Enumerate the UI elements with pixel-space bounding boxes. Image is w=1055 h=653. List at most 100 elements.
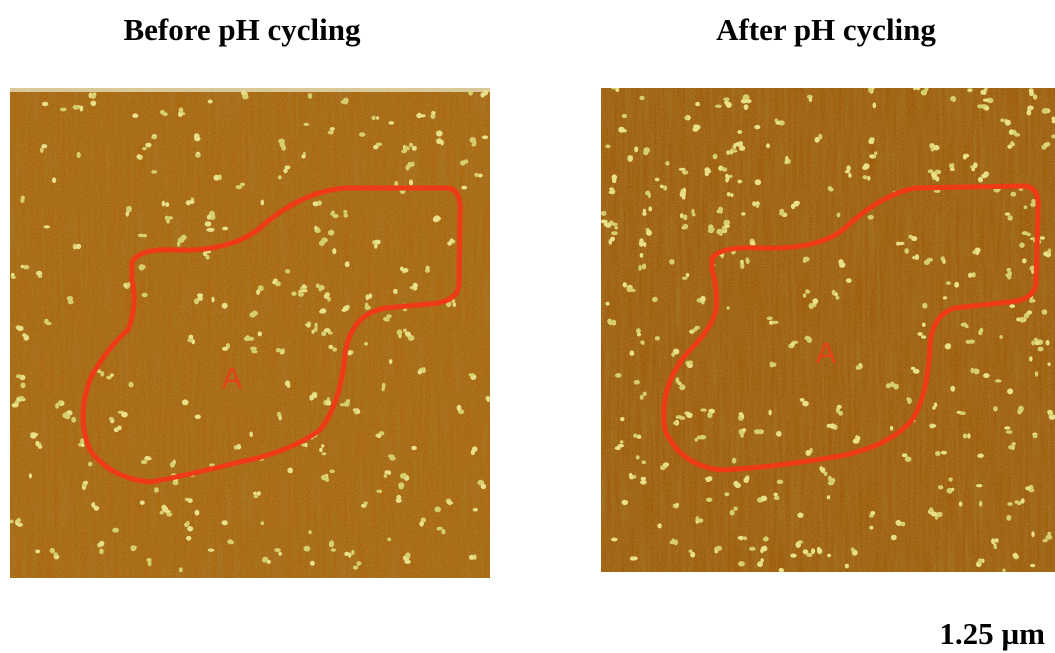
speck <box>848 173 852 178</box>
speck <box>886 383 891 388</box>
speck <box>963 434 967 439</box>
panel-title: After pH cycling <box>716 12 936 47</box>
speck <box>186 536 191 541</box>
scale-label: 1.25 µm <box>939 616 1045 651</box>
speck <box>896 242 900 246</box>
speck <box>869 137 874 141</box>
speck <box>828 186 833 191</box>
speck <box>978 177 983 183</box>
speck <box>724 492 729 496</box>
speck <box>405 332 411 337</box>
speck <box>976 249 980 255</box>
speck <box>971 167 975 171</box>
speck <box>1031 199 1036 203</box>
speck <box>132 113 138 118</box>
speck <box>142 293 148 298</box>
speck <box>857 365 861 370</box>
speck <box>154 487 159 492</box>
speck <box>642 212 646 216</box>
speck <box>965 325 969 329</box>
speck <box>716 546 722 551</box>
speck <box>679 384 685 390</box>
speck <box>999 335 1003 338</box>
speck <box>404 146 410 150</box>
speck <box>611 538 618 542</box>
speck <box>144 456 151 461</box>
speck <box>152 136 157 139</box>
speck <box>448 501 451 506</box>
speck <box>795 542 801 548</box>
speck <box>252 311 258 316</box>
speck <box>52 177 56 183</box>
speck <box>1019 242 1024 248</box>
speck <box>236 185 243 189</box>
speck <box>436 217 441 221</box>
speck <box>441 529 445 535</box>
speck <box>742 428 746 431</box>
speck <box>126 206 132 212</box>
speck <box>611 86 617 90</box>
speck <box>978 558 982 563</box>
speck <box>11 276 16 279</box>
speck <box>726 150 730 155</box>
speck <box>754 125 760 129</box>
speck <box>743 536 748 540</box>
speck <box>44 225 50 228</box>
speck <box>639 238 643 244</box>
speck <box>905 456 912 462</box>
speck <box>1007 502 1012 506</box>
speck <box>344 213 349 217</box>
speck <box>112 528 119 533</box>
speck <box>974 368 978 374</box>
speck <box>321 452 326 455</box>
speck <box>669 259 674 265</box>
speck <box>640 340 644 344</box>
speck <box>187 526 193 531</box>
speck <box>261 521 265 525</box>
speck <box>351 550 354 555</box>
speck <box>738 561 745 566</box>
speck <box>353 566 358 570</box>
speck <box>1047 363 1050 366</box>
speck <box>483 89 488 95</box>
speck <box>607 319 612 325</box>
speck <box>332 214 338 218</box>
speck <box>110 373 114 376</box>
speck <box>946 343 951 349</box>
speck <box>261 200 265 206</box>
speck <box>779 568 784 573</box>
speck <box>759 431 763 434</box>
speck <box>863 175 868 179</box>
speck <box>745 475 749 480</box>
speck <box>182 399 189 405</box>
speck <box>778 480 784 484</box>
speck <box>186 521 190 526</box>
speck <box>1002 569 1005 573</box>
speck <box>646 230 652 236</box>
speck <box>916 85 920 90</box>
speck <box>817 547 821 553</box>
speck <box>692 213 696 216</box>
speck <box>868 87 872 92</box>
speck <box>365 303 369 308</box>
speck <box>53 552 57 556</box>
speck <box>633 475 637 479</box>
speck <box>749 547 756 551</box>
speck <box>376 116 379 119</box>
speck <box>1005 212 1010 215</box>
panel-title: Before pH cycling <box>123 12 361 47</box>
speck <box>151 170 157 174</box>
speck <box>40 147 44 153</box>
speck <box>643 392 647 397</box>
speck <box>277 412 281 417</box>
speck <box>250 347 257 351</box>
speck <box>725 174 729 179</box>
speck <box>819 466 822 471</box>
speck <box>257 491 261 496</box>
speck <box>902 453 908 457</box>
speck <box>790 554 796 558</box>
speck <box>450 238 454 242</box>
speck <box>412 146 417 151</box>
speck <box>165 202 169 207</box>
speck <box>331 548 336 551</box>
